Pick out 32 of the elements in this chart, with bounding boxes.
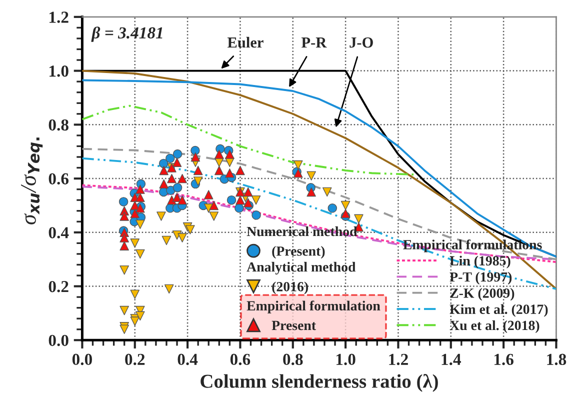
annotation: J-O — [350, 37, 373, 48]
y-tick-label: 0.0 — [48, 334, 68, 346]
y-tick-label: 0.8 — [48, 119, 68, 131]
x-tick-label: 0.0 — [72, 354, 92, 366]
x-axis-title: Column slenderness ratio (λ) — [200, 374, 438, 392]
y-axis-title: σ$_{xu}$/σ$_{Yeq.}$ — [21, 138, 43, 224]
annotation: β = 3.4181 — [91, 26, 162, 42]
legend-label: (Present) — [272, 246, 325, 259]
x-tick-label: 0.4 — [178, 354, 198, 366]
y-tick-label: 1.2 — [50, 12, 68, 23]
y-tick-label: 0.4 — [48, 227, 69, 238]
y-tick-label: 0.2 — [48, 280, 68, 292]
x-tick-label: 0.6 — [230, 354, 250, 366]
annotation: Empirical formulation — [246, 300, 380, 314]
annotation: Euler — [228, 36, 264, 48]
x-tick-label: 0.2 — [125, 354, 145, 366]
legend-label: Present — [272, 320, 316, 330]
annotation: P-R — [301, 38, 327, 48]
x-tick-label: 1.2 — [389, 354, 408, 366]
legend-label: Xu et al. (2018) — [450, 320, 540, 333]
y-tick-label: 1.0 — [50, 65, 68, 77]
x-tick-label: 1.8 — [547, 354, 566, 366]
legend-label: Z-K (2009) — [450, 288, 514, 301]
legend-label: (2016) — [272, 282, 308, 294]
annotation: Analytical method — [246, 262, 356, 275]
legend-label: Kim et al. (2017) — [450, 304, 548, 317]
x-tick-label: 1.0 — [336, 354, 356, 366]
x-tick-label: 0.8 — [283, 354, 303, 366]
x-tick-label: 1.4 — [442, 354, 461, 366]
y-tick-label: 0.6 — [48, 173, 69, 185]
x-tick-label: 1.6 — [494, 354, 514, 366]
legend-label: P-T (1997) — [450, 272, 512, 285]
